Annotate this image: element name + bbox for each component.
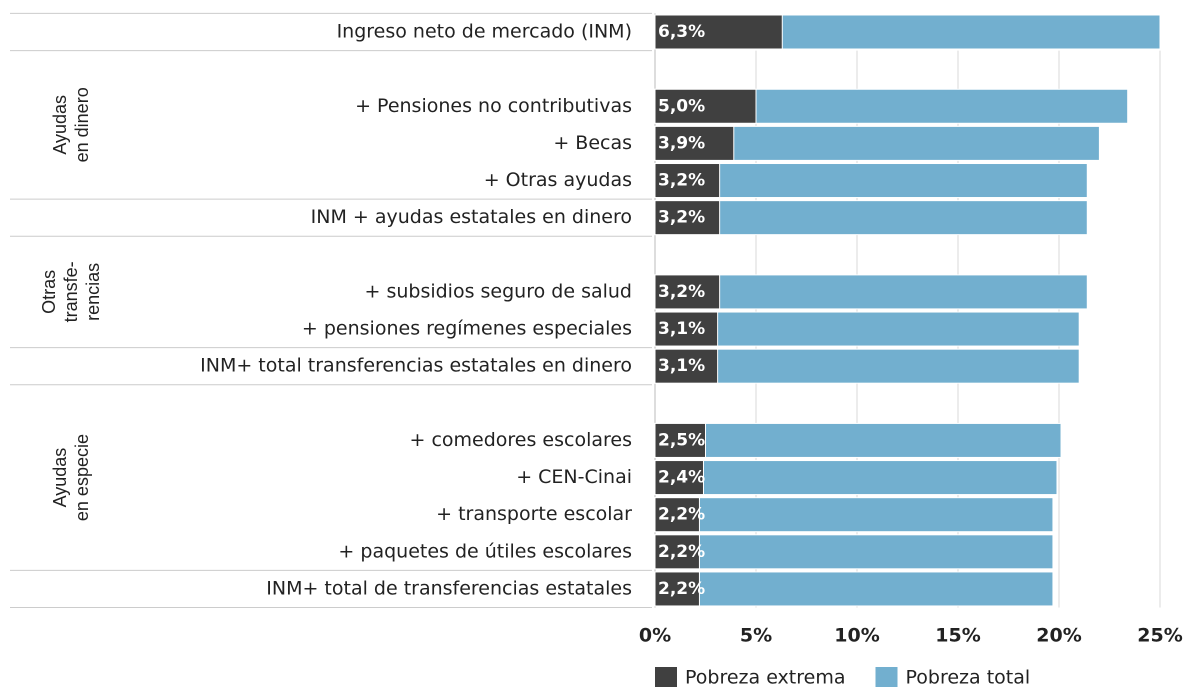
category-label: INM+ total de transferencias estatales [266, 577, 632, 599]
bar [654, 274, 1088, 310]
group-label-line: Ayudas [50, 448, 70, 508]
x-tick-label: 20% [1036, 625, 1081, 647]
bar [654, 534, 700, 570]
bar [654, 422, 706, 458]
category-label: + pensiones regímenes especiales [302, 318, 632, 340]
bar [654, 163, 1088, 199]
bar [654, 311, 1080, 347]
value-label: 6,3% [658, 22, 705, 42]
legend-label: Pobreza total [906, 667, 1031, 688]
value-label: 2,2% [658, 542, 705, 562]
bar [654, 348, 1080, 384]
category-label: + transporte escolar [436, 503, 632, 525]
value-label: 3,1% [658, 319, 705, 339]
category-label: Ingreso neto de mercado (INM) [337, 21, 632, 43]
category-label: + comedores escolares [410, 429, 633, 451]
bar [654, 200, 721, 236]
bar [654, 163, 721, 199]
value-label: 3,2% [658, 208, 705, 228]
value-label: 2,2% [658, 505, 705, 525]
group-label-line: transfe- [61, 261, 81, 322]
value-label: 3,2% [658, 171, 705, 191]
value-label: 3,2% [658, 282, 705, 302]
category-label: + CEN-Cinai [516, 466, 632, 488]
bar [654, 460, 704, 496]
group-label-line: en dinero [72, 87, 92, 162]
category-label: + subsidios seguro de salud [364, 280, 632, 302]
x-tick-label: 0% [639, 625, 671, 647]
category-label: + Becas [553, 132, 632, 154]
category-label: INM + ayudas estatales en dinero [311, 206, 632, 228]
bar [654, 571, 700, 607]
x-tick-label: 10% [834, 625, 879, 647]
group-label-line: rencias [83, 263, 103, 321]
value-label: 3,9% [658, 133, 705, 153]
bar [654, 14, 783, 50]
category-label: INM+ total transferencias estatales en d… [200, 355, 632, 377]
x-tick-label: 15% [935, 625, 980, 647]
group-label-line: Ayudas [50, 95, 70, 155]
bar [654, 125, 735, 161]
bar [654, 200, 1088, 236]
bar [654, 422, 1062, 458]
value-label: 2,2% [658, 579, 705, 599]
bar [654, 497, 700, 533]
x-tick-label: 5% [740, 625, 772, 647]
bar [654, 497, 1054, 533]
bar [654, 534, 1054, 570]
value-label: 3,1% [658, 356, 705, 376]
bar [654, 460, 1058, 496]
group-label-line: Otras [39, 270, 59, 314]
value-label: 5,0% [658, 96, 705, 116]
bar [654, 88, 757, 124]
bar [654, 571, 1054, 607]
value-label: 2,4% [658, 468, 705, 488]
category-label: + Otras ayudas [484, 169, 632, 191]
value-label: 2,5% [658, 430, 705, 450]
legend-swatch [875, 667, 898, 687]
bar [654, 311, 719, 347]
group-label: Ayudas en dinero [50, 87, 92, 162]
x-tick-label: 25% [1137, 625, 1182, 647]
category-label: + Pensiones no contributivas [355, 95, 632, 117]
group-label: Otras transfe-rencias [39, 261, 103, 322]
bar [654, 274, 721, 310]
legend-label: Pobreza extrema [685, 667, 846, 688]
group-label: Ayudas en especie [50, 434, 92, 521]
bar [654, 348, 719, 384]
category-label: + paquetes de útiles escolares [338, 540, 632, 562]
legend-swatch [655, 667, 677, 687]
group-label-line: en especie [72, 434, 92, 521]
